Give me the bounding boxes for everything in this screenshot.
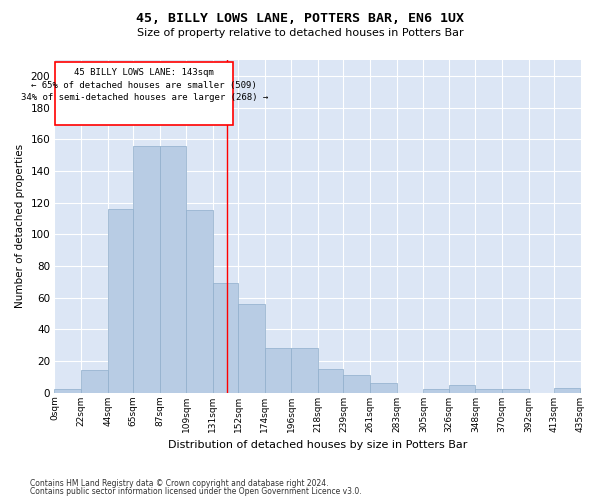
Bar: [475, 390, 502, 392]
Text: 45, BILLY LOWS LANE, POTTERS BAR, EN6 1UX: 45, BILLY LOWS LANE, POTTERS BAR, EN6 1U…: [136, 12, 464, 26]
Bar: [81, 370, 107, 392]
Text: 34% of semi-detached houses are larger (268) →: 34% of semi-detached houses are larger (…: [20, 94, 268, 102]
Bar: [55, 390, 81, 392]
Bar: [502, 390, 529, 392]
Bar: [318, 369, 343, 392]
Bar: [107, 209, 133, 392]
Text: 45 BILLY LOWS LANE: 143sqm: 45 BILLY LOWS LANE: 143sqm: [74, 68, 214, 77]
Bar: [554, 388, 580, 392]
X-axis label: Distribution of detached houses by size in Potters Bar: Distribution of detached houses by size …: [168, 440, 467, 450]
Bar: [370, 383, 397, 392]
Text: Contains public sector information licensed under the Open Government Licence v3: Contains public sector information licen…: [30, 487, 362, 496]
Bar: [160, 146, 186, 392]
Text: Contains HM Land Registry data © Crown copyright and database right 2024.: Contains HM Land Registry data © Crown c…: [30, 478, 329, 488]
Bar: [449, 384, 475, 392]
Bar: [423, 390, 449, 392]
Bar: [343, 375, 370, 392]
Bar: [133, 146, 160, 392]
Bar: [292, 348, 318, 393]
FancyBboxPatch shape: [55, 62, 233, 125]
Text: ← 65% of detached houses are smaller (509): ← 65% of detached houses are smaller (50…: [31, 80, 257, 90]
Bar: [238, 304, 265, 392]
Text: Size of property relative to detached houses in Potters Bar: Size of property relative to detached ho…: [137, 28, 463, 38]
Y-axis label: Number of detached properties: Number of detached properties: [15, 144, 25, 308]
Bar: [265, 348, 292, 393]
Bar: [186, 210, 213, 392]
Bar: [213, 284, 238, 393]
